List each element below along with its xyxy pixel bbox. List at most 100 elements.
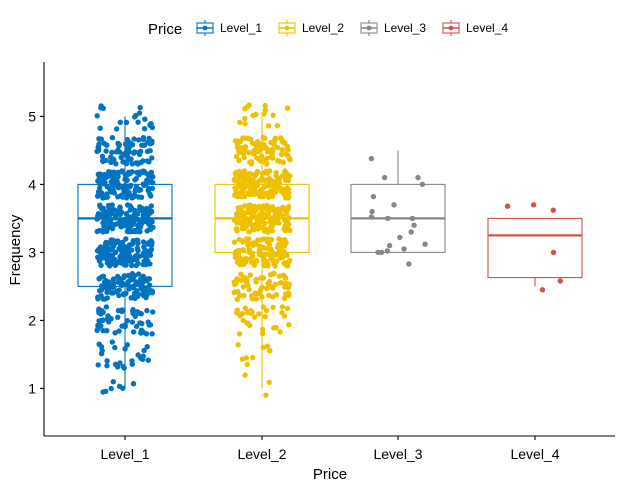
data-point (117, 360, 123, 366)
data-point (124, 318, 130, 324)
data-point (135, 237, 141, 244)
data-point (255, 155, 261, 162)
data-point (139, 169, 145, 176)
data-point (232, 281, 238, 288)
data-point (123, 247, 130, 253)
data-point (422, 241, 428, 247)
data-point (133, 176, 139, 182)
data-point (147, 148, 153, 154)
data-point (259, 244, 265, 251)
data-point (234, 296, 240, 303)
y-axis-title: Frequency (7, 214, 24, 285)
data-point (244, 104, 250, 110)
data-point (124, 202, 131, 208)
data-point (96, 258, 103, 264)
data-point (236, 236, 242, 243)
legend-label: Level_3 (384, 21, 426, 35)
data-point (272, 135, 279, 141)
legend-key-point (284, 25, 290, 31)
data-point (283, 275, 289, 281)
jitter-points (94, 102, 563, 398)
data-point (280, 159, 287, 165)
data-point (242, 115, 248, 122)
data-point (241, 193, 248, 199)
data-point (368, 155, 375, 162)
data-point (264, 170, 271, 176)
data-point (283, 291, 289, 297)
data-point (236, 157, 242, 164)
data-point (133, 112, 139, 119)
data-point (256, 203, 262, 210)
data-point (99, 347, 105, 354)
data-point (381, 174, 388, 181)
data-point (98, 244, 104, 250)
data-point (557, 278, 563, 284)
data-point (266, 292, 272, 298)
data-point (104, 358, 110, 364)
data-point (140, 356, 146, 362)
data-point (144, 307, 150, 314)
data-point (401, 246, 407, 252)
data-point (252, 290, 258, 296)
data-point (263, 160, 269, 166)
data-point (270, 155, 276, 161)
data-point (140, 158, 146, 164)
data-point (276, 175, 283, 182)
data-point (150, 309, 156, 315)
legend-title: Price (148, 21, 182, 38)
data-point (112, 344, 118, 351)
data-point (110, 379, 117, 385)
data-point (262, 313, 268, 320)
data-point (148, 246, 155, 252)
data-point (141, 142, 148, 148)
data-point (253, 258, 260, 264)
data-point (95, 144, 102, 150)
data-point (95, 192, 101, 199)
data-point (113, 126, 120, 132)
data-point (277, 186, 283, 192)
data-point (104, 191, 110, 197)
data-point (504, 203, 511, 209)
data-point (109, 260, 115, 267)
data-point (270, 112, 276, 119)
data-point (244, 361, 250, 368)
data-point (135, 271, 142, 277)
data-point (108, 154, 114, 160)
data-point (99, 308, 105, 314)
data-point (278, 151, 285, 158)
data-point (97, 125, 103, 131)
data-point (255, 223, 262, 230)
data-point (104, 260, 111, 266)
data-point (281, 243, 287, 249)
data-point (251, 314, 258, 320)
y-tick-label: 4 (28, 176, 36, 192)
data-point (135, 260, 141, 267)
data-point (98, 293, 104, 299)
data-point (136, 110, 143, 116)
data-point (119, 239, 126, 245)
data-point (129, 262, 135, 269)
data-point (104, 363, 110, 369)
data-point (236, 149, 242, 155)
data-point (411, 222, 417, 228)
data-point (103, 304, 110, 310)
data-point (114, 364, 121, 370)
data-point (274, 123, 281, 129)
data-point (235, 288, 241, 295)
data-point (127, 224, 133, 230)
data-point (253, 241, 259, 247)
legend-key-point (202, 25, 208, 31)
data-point (94, 228, 100, 235)
data-point (115, 314, 121, 320)
data-point (148, 242, 155, 248)
data-point (406, 261, 412, 267)
y-tick-label: 2 (28, 312, 36, 328)
data-point (108, 246, 114, 253)
data-point (254, 183, 260, 189)
data-point (144, 177, 150, 184)
data-point (265, 229, 271, 235)
data-point (247, 191, 253, 198)
data-point (144, 211, 150, 217)
data-point (100, 220, 106, 226)
data-point (109, 149, 115, 156)
